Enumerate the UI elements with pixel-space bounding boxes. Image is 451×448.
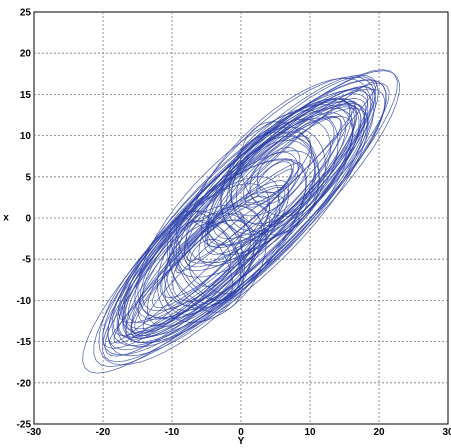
trajectory-loop [212, 117, 335, 240]
y-tick-label: 15 [20, 90, 32, 101]
y-tick-label: -5 [22, 255, 31, 266]
x-tick-labels: -30 -20 -10 0 10 20 30 [27, 427, 451, 438]
trajectory-loop [117, 98, 367, 338]
trajectory-loop [111, 89, 375, 346]
x-axis-label: Y [238, 436, 245, 447]
trajectory-curves [82, 69, 400, 374]
trajectory-loop [125, 180, 290, 339]
trajectory-loop [172, 220, 252, 302]
y-tick-label: -15 [17, 337, 32, 348]
x-tick-label: 10 [304, 427, 316, 438]
x-tick-label: -20 [96, 427, 111, 438]
trajectory-loop [207, 98, 355, 246]
trajectory-loop [245, 158, 295, 208]
trajectory-loop [184, 76, 376, 264]
trajectory-loop [205, 100, 360, 256]
y-tick-label: 20 [20, 49, 32, 60]
trajectory-loop [231, 118, 331, 225]
y-tick-label: 5 [25, 172, 31, 183]
trajectory-loop [204, 106, 357, 255]
y-tick-label: 25 [20, 8, 32, 19]
trajectory-loop [189, 239, 232, 287]
trajectory-loop [256, 161, 293, 199]
y-tick-label: -20 [17, 378, 32, 389]
y-tick-labels: -25 -20 -15 -10 -5 0 5 10 15 20 25 [17, 8, 32, 431]
trajectory-loop [137, 104, 353, 320]
trajectory-loop [113, 162, 304, 344]
trajectory-loop [230, 131, 312, 217]
trajectory-loop [147, 203, 270, 327]
trajectory-loop [236, 139, 316, 227]
x-tick-label: -10 [165, 427, 180, 438]
x-tick-label: 30 [442, 427, 451, 438]
trajectory-loop [125, 107, 368, 343]
trajectory-loop [200, 98, 352, 248]
y-tick-label: -25 [17, 420, 32, 431]
trajectory-loop [221, 126, 326, 241]
y-tick-label: 0 [25, 214, 31, 225]
x-tick-label: 0 [238, 427, 244, 438]
x-tick-label: 20 [373, 427, 385, 438]
trajectory-loop [173, 76, 377, 278]
trajectory-loop [183, 88, 369, 268]
y-tick-label: -10 [17, 296, 32, 307]
y-axis-label: x [3, 213, 9, 224]
trajectory-loop [109, 168, 294, 344]
trajectory-loop [186, 78, 371, 263]
y-tick-label: 10 [20, 131, 32, 142]
trajectory-loop [175, 220, 242, 301]
trajectory-loop [178, 74, 379, 272]
trajectory-loop [206, 117, 342, 247]
trajectory-loop [243, 135, 311, 204]
x-tick-label: -30 [27, 427, 42, 438]
